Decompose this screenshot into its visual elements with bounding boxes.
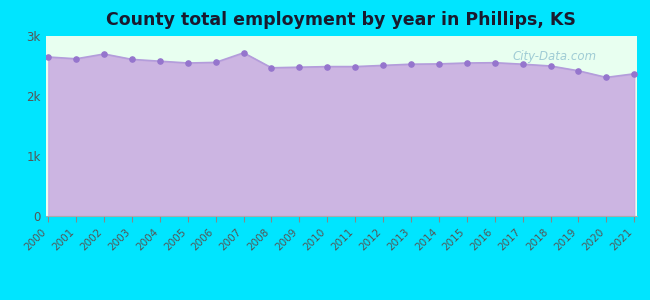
Point	[322, 64, 333, 69]
Point	[43, 55, 53, 59]
Point	[462, 61, 472, 65]
Point	[211, 60, 221, 65]
Point	[155, 59, 165, 64]
Point	[406, 62, 416, 67]
Text: City-Data.com: City-Data.com	[513, 50, 597, 63]
Point	[127, 57, 137, 62]
Point	[573, 68, 584, 73]
Point	[266, 65, 277, 70]
Point	[517, 62, 528, 67]
Point	[239, 50, 249, 55]
Point	[350, 64, 360, 69]
Point	[545, 64, 556, 68]
Point	[629, 71, 640, 76]
Point	[601, 75, 612, 80]
Point	[71, 56, 81, 61]
Point	[183, 61, 193, 65]
Point	[489, 60, 500, 65]
Point	[378, 63, 388, 68]
Point	[434, 61, 444, 66]
Point	[294, 65, 305, 70]
Point	[99, 52, 109, 56]
Title: County total employment by year in Phillips, KS: County total employment by year in Phill…	[107, 11, 576, 29]
